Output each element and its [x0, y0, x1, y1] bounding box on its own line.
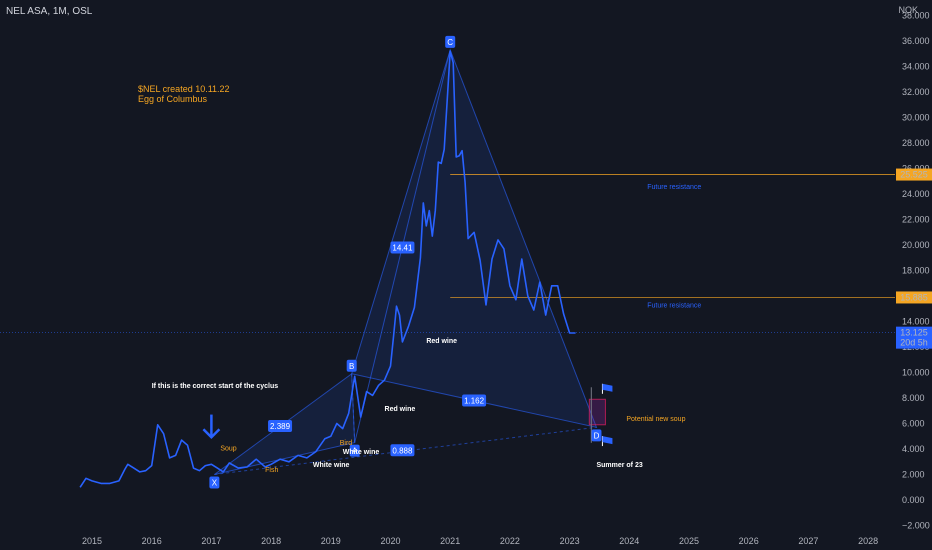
- x-tick-label: 2026: [739, 536, 759, 546]
- annotation-text: Bird: [340, 440, 353, 447]
- y-tick-label: 30.000: [902, 113, 930, 123]
- note-line-1: $NEL created 10.11.22: [138, 84, 230, 94]
- flag-icon: [602, 436, 613, 445]
- ratio-box: [390, 241, 415, 254]
- point-label-x: X: [212, 479, 218, 488]
- current-price-tag: [896, 326, 932, 349]
- point-marker-c: [445, 35, 456, 48]
- point-label-b: B: [349, 362, 354, 371]
- x-tick-label: 2020: [380, 536, 400, 546]
- resistance-tag: [896, 168, 932, 181]
- y-tick-label: 8.000: [902, 393, 925, 403]
- y-tick-label: 6.000: [902, 419, 925, 429]
- ratio-label: 14.41: [392, 244, 413, 253]
- annotation-text: White wine: [343, 449, 380, 456]
- y-tick-label: 22.000: [902, 215, 930, 225]
- y-tick-label: 10.000: [902, 368, 930, 378]
- annotation-text: If this is the correct start of the cycl…: [152, 383, 279, 390]
- current-price-label: 13.125: [900, 328, 928, 338]
- x-tick-label: 2022: [500, 536, 520, 546]
- annotation-text: Summer of 23: [596, 462, 642, 469]
- y-tick-label: 4.000: [902, 444, 925, 454]
- y-tick-label: 26.000: [902, 164, 930, 174]
- annotation-text: Soup: [220, 445, 236, 452]
- point-label-a: A: [352, 447, 358, 456]
- point-label-c: C: [447, 38, 453, 47]
- point-marker-b: [346, 359, 357, 372]
- x-tick-label: 2024: [619, 536, 639, 546]
- y-tick-label: 38.000: [902, 11, 930, 21]
- annotation-text: Red wine: [385, 406, 416, 413]
- x-tick-label: 2025: [679, 536, 699, 546]
- ratio-box: [268, 420, 293, 433]
- ratio-label: 1.162: [464, 397, 485, 406]
- price-series-line: [79, 50, 576, 488]
- ratio-box: [390, 444, 415, 457]
- annotation-text: Red wine: [426, 338, 457, 345]
- point-label-d: D: [594, 431, 600, 440]
- resistance-tag-label: 15.885: [900, 292, 928, 302]
- y-tick-label: 0.000: [902, 495, 925, 505]
- y-tick-label: 28.000: [902, 138, 930, 148]
- current-price-countdown: 20d 5h: [900, 338, 928, 348]
- resistance-tag: [896, 291, 932, 304]
- x-tick-label: 2023: [560, 536, 580, 546]
- resistance-tag-label: 25.525: [900, 170, 928, 180]
- point-marker-a: [349, 444, 360, 457]
- currency-label: NOK: [898, 5, 918, 15]
- ratio-label: 0.888: [392, 446, 413, 455]
- annotation-text: Future resistance: [647, 184, 701, 191]
- y-tick-label: 20.000: [902, 240, 930, 250]
- y-tick-label: 24.000: [902, 189, 930, 199]
- x-tick-label: 2015: [82, 536, 102, 546]
- x-tick-label: 2018: [261, 536, 281, 546]
- x-tick-label: 2021: [440, 536, 460, 546]
- y-tick-label: −2.000: [902, 521, 930, 531]
- annotation-text: Fish: [265, 467, 278, 474]
- chart-header: NEL ASA, 1M, OSL: [6, 6, 93, 17]
- x-tick-label: 2019: [321, 536, 341, 546]
- annotation-text: White wine: [313, 462, 350, 469]
- point-marker-x: [209, 476, 220, 489]
- y-tick-label: 18.000: [902, 266, 930, 276]
- potential-box: [588, 398, 606, 426]
- ratio-label: 2.389: [270, 422, 291, 431]
- y-tick-label: 36.000: [902, 36, 930, 46]
- x-tick-label: 2028: [858, 536, 878, 546]
- y-tick-label: 32.000: [902, 87, 930, 97]
- flag-icon: [602, 383, 613, 392]
- y-tick-label: 14.000: [902, 317, 930, 327]
- y-tick-label: 2.000: [902, 470, 925, 480]
- note-line-2: Egg of Columbus: [138, 94, 208, 104]
- point-marker-d: [591, 429, 602, 442]
- x-tick-label: 2027: [798, 536, 818, 546]
- x-tick-label: 2017: [201, 536, 221, 546]
- down-arrow-icon: [202, 428, 221, 440]
- chart-note: $NEL created 10.11.22 Egg of Columbus: [138, 84, 230, 104]
- annotation-text: Potential new soup: [626, 416, 685, 423]
- x-tick-label: 2016: [142, 536, 162, 546]
- ratio-box: [462, 394, 487, 407]
- annotation-text: Future resistance: [647, 302, 701, 309]
- y-tick-label: 34.000: [902, 62, 930, 72]
